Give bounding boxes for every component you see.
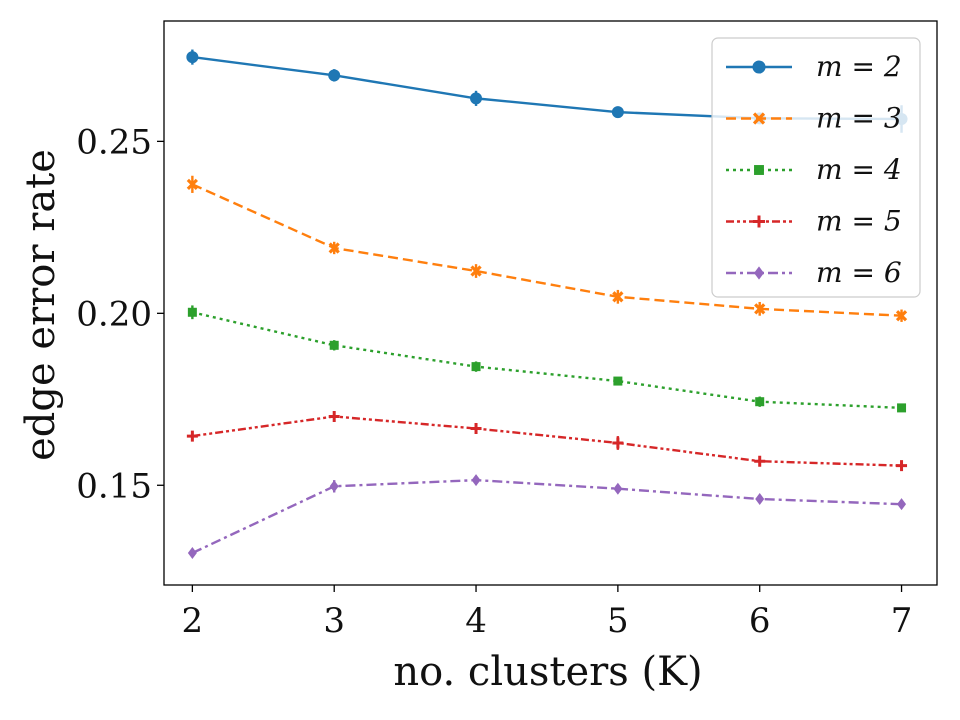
legend-label: m = 5 [816, 205, 902, 238]
series-5 [187, 474, 907, 560]
legend-marker [752, 215, 766, 228]
legend-label: m = 2 [816, 50, 902, 83]
data-point [613, 376, 623, 386]
data-point [895, 310, 908, 322]
series-line-5 [191, 478, 902, 555]
x-tick-label: 5 [607, 601, 629, 641]
series-line-3 [192, 311, 902, 410]
data-point [187, 547, 197, 560]
data-point [328, 242, 340, 254]
data-point [328, 69, 341, 82]
legend-entry-1: m = 2 [726, 50, 902, 83]
legend-entry-4: m = 5 [726, 205, 902, 238]
data-point [754, 303, 766, 315]
legend-entry-3: m = 4 [726, 153, 902, 186]
legend-marker [752, 60, 766, 74]
data-point [612, 437, 624, 449]
legend-box [711, 37, 921, 298]
legend-entry-5: m = 6 [726, 256, 902, 289]
data-point [471, 362, 481, 372]
data-point [470, 92, 483, 105]
series-2 [186, 175, 908, 322]
y-tick-label: 0.15 [76, 466, 152, 506]
y-axis-label: edge error rate [18, 149, 64, 461]
x-tick-label: 7 [891, 601, 913, 641]
legend-label: m = 6 [816, 256, 902, 289]
series-4 [186, 410, 908, 472]
data-point [186, 51, 199, 64]
data-point [471, 474, 481, 487]
data-point [329, 480, 339, 493]
legend-entry-2: m = 3 [726, 102, 902, 135]
data-point [611, 106, 624, 119]
y-tick-label: 0.25 [76, 122, 152, 162]
data-point [754, 455, 766, 467]
data-point [613, 482, 623, 495]
data-point [328, 410, 340, 422]
plot-frame [163, 20, 938, 586]
x-axis-label: no. clusters (K) [393, 649, 702, 695]
legend-marker [752, 112, 766, 125]
data-point [897, 403, 907, 413]
data-point [186, 178, 198, 190]
y-tick-label: 0.20 [76, 294, 152, 334]
series-line-4 [192, 415, 902, 467]
data-point [470, 265, 482, 277]
data-point [612, 291, 624, 303]
data-point [329, 340, 339, 350]
series-line-2 [191, 183, 902, 317]
legend-label: m = 3 [816, 102, 902, 135]
legend-label: m = 4 [816, 153, 902, 186]
x-tick-label: 4 [465, 601, 487, 641]
data-point [470, 423, 482, 435]
legend-marker [754, 266, 764, 280]
legend: m = 2 m = 3 m = 4 m = 5 m = 6 [711, 37, 921, 298]
x-tick-label: 6 [749, 601, 771, 641]
data-point [187, 307, 197, 317]
data-point [897, 498, 907, 511]
data-point [896, 460, 908, 472]
data-point [755, 493, 765, 506]
data-point [755, 397, 765, 407]
x-tick-label: 2 [182, 601, 204, 641]
axes: 2 3 4 5 6 7 0.15 0.20 0.25 [76, 20, 938, 641]
legend-marker [754, 165, 764, 175]
series-3 [187, 305, 907, 413]
data-point [186, 430, 198, 442]
x-tick-label: 3 [323, 601, 345, 641]
